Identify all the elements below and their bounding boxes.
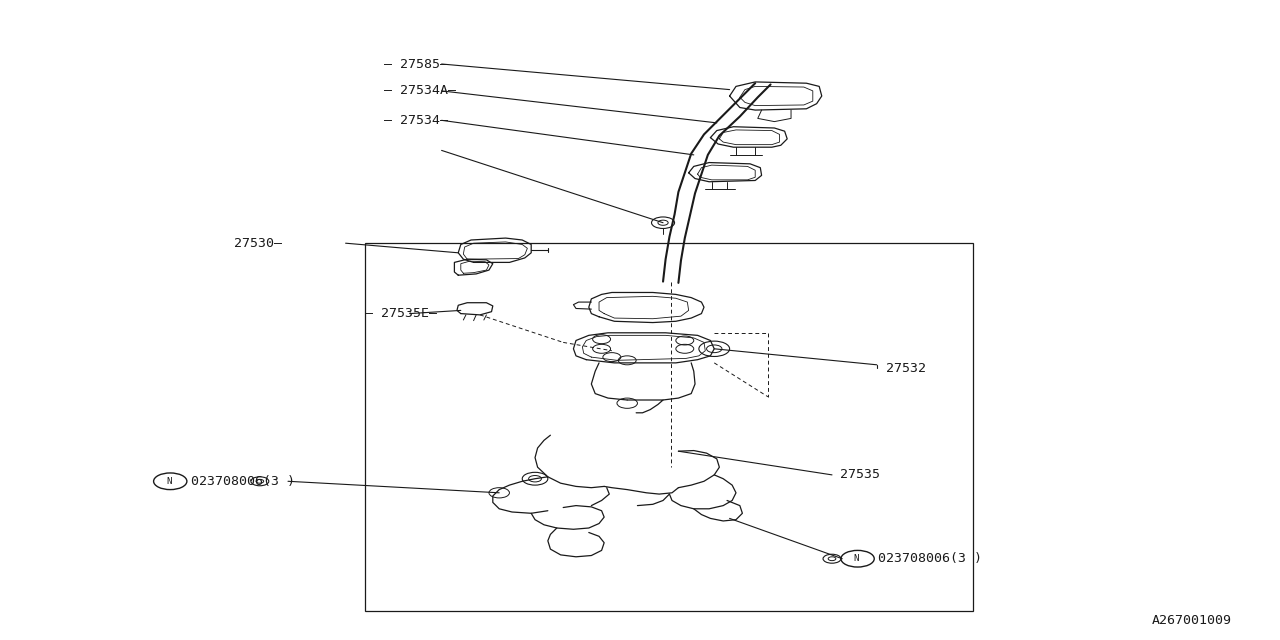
- Text: 27535: 27535: [840, 468, 879, 481]
- Bar: [365, 243, 973, 611]
- Text: — 27534A—: — 27534A—: [384, 84, 456, 97]
- Text: N: N: [166, 477, 172, 486]
- Text: 27532: 27532: [886, 362, 925, 374]
- Text: 023708006(3 ): 023708006(3 ): [191, 475, 294, 488]
- Text: 27530—: 27530—: [234, 237, 282, 250]
- Text: N: N: [854, 554, 859, 563]
- Text: 023708006(3 ): 023708006(3 ): [878, 552, 982, 565]
- Text: — 27535E—: — 27535E—: [365, 307, 436, 320]
- Text: — 27585—: — 27585—: [384, 58, 448, 70]
- Text: — 27534—: — 27534—: [384, 114, 448, 127]
- Text: A267001009: A267001009: [1152, 614, 1231, 627]
